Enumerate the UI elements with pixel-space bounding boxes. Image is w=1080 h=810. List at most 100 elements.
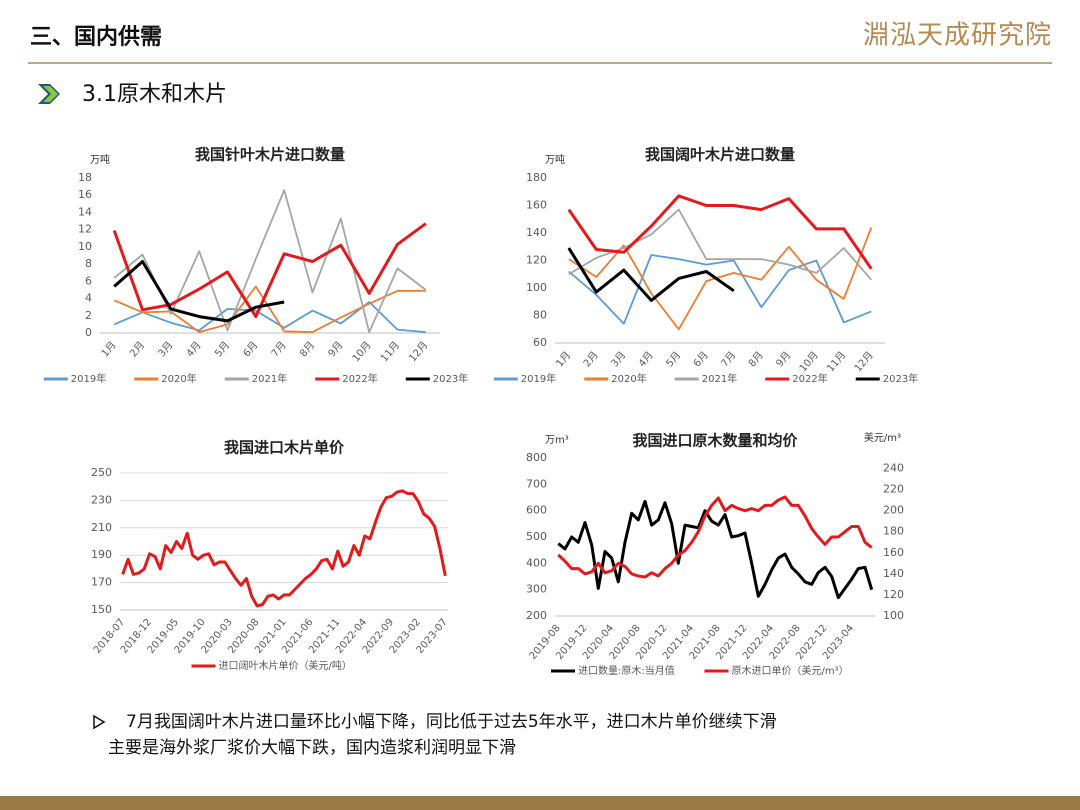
x-tick-label: 1月 xyxy=(554,349,574,369)
y-tick-label: 160 xyxy=(526,199,547,212)
y-axis-label: 万吨 xyxy=(90,153,110,166)
series-line xyxy=(121,489,447,608)
y-tick-label: 600 xyxy=(526,504,547,517)
x-tick-label: 10月 xyxy=(350,339,374,364)
y-tick-label: 150 xyxy=(91,603,112,616)
series-line xyxy=(557,499,874,600)
y-tick-label: 6 xyxy=(85,274,92,287)
legend-label: 2019年 xyxy=(71,372,106,385)
series-line xyxy=(567,194,873,270)
y-tick-label: 250 xyxy=(91,466,112,479)
y-axis-label: 万吨 xyxy=(545,153,565,166)
section-title: 3.1原木和木片 xyxy=(82,82,227,107)
legend-label: 2020年 xyxy=(611,372,646,385)
x-tick-label: 9月 xyxy=(326,339,346,359)
series-line xyxy=(113,260,285,323)
section-icon-inner xyxy=(43,86,58,102)
x-tick-label: 1月 xyxy=(99,339,119,359)
bullet xyxy=(93,714,106,730)
series-line xyxy=(113,189,427,333)
legend-label: 2019年 xyxy=(521,372,556,385)
series-line xyxy=(557,495,873,579)
series-line xyxy=(567,247,735,302)
x-tick-label: 5月 xyxy=(664,349,684,369)
y-tick-label: 18 xyxy=(78,171,92,184)
y-tick-label: 210 xyxy=(91,521,112,534)
series-line xyxy=(112,222,427,319)
y-tick-label: 80 xyxy=(533,309,547,322)
y2-tick-label: 180 xyxy=(883,525,904,538)
y-tick-label: 2 xyxy=(85,309,92,322)
y-tick-label: 0 xyxy=(85,326,92,339)
y-tick-label: 120 xyxy=(526,254,547,267)
y2-tick-label: 140 xyxy=(883,567,904,580)
x-tick-label: 5月 xyxy=(212,339,232,359)
y-tick-label: 200 xyxy=(526,609,547,622)
y2-tick-label: 200 xyxy=(883,504,904,517)
header-title: 三、国内供需 xyxy=(30,24,162,50)
y-tick-label: 16 xyxy=(78,188,92,201)
y-tick-label: 14 xyxy=(78,205,92,218)
y-tick-label: 400 xyxy=(526,556,547,569)
series-line xyxy=(113,285,426,333)
y-tick-label: 140 xyxy=(526,226,547,239)
x-tick-label: 6月 xyxy=(241,339,261,359)
chart-title: 我国进口木片单价 xyxy=(224,439,345,457)
footer-bar xyxy=(0,796,1080,810)
note-line: 主要是海外浆厂浆价大幅下跌，国内造浆利润明显下滑 xyxy=(108,738,516,758)
x-tick-label: 7月 xyxy=(719,349,739,369)
note-line: 7月我国阔叶木片进口量环比小幅下降，同比低于过去5年水平，进口木片单价继续下滑 xyxy=(126,712,777,732)
y-tick-label: 190 xyxy=(91,548,112,561)
y-tick-label: 170 xyxy=(91,576,112,589)
x-tick-label: 4月 xyxy=(636,349,656,369)
y-tick-label: 8 xyxy=(85,257,92,270)
legend-label: 2021年 xyxy=(702,372,737,385)
series-line xyxy=(568,254,872,325)
y-tick-label: 500 xyxy=(526,530,547,543)
y-tick-label: 180 xyxy=(526,171,547,184)
y-tick-label: 800 xyxy=(526,451,547,464)
y-tick-label: 300 xyxy=(526,583,547,596)
x-tick-label: 2月 xyxy=(581,349,601,369)
y-axis-label: 万m³ xyxy=(545,435,569,446)
x-tick-label: 8月 xyxy=(746,349,766,369)
x-tick-label: 3月 xyxy=(609,349,629,369)
x-tick-label: 6月 xyxy=(691,349,711,369)
x-tick-label: 9月 xyxy=(774,349,794,369)
y-tick-label: 60 xyxy=(533,336,547,349)
legend-label: 2022年 xyxy=(792,372,827,385)
x-tick-label: 2月 xyxy=(127,339,147,359)
legend-label: 2023年 xyxy=(433,372,468,385)
x-tick-label: 11月 xyxy=(378,339,402,364)
y-tick-label: 4 xyxy=(85,292,92,305)
legend-label: 2021年 xyxy=(252,372,287,385)
legend-label: 原木进口单价（美元/m³） xyxy=(732,664,849,677)
chart-title: 我国针叶木片进口数量 xyxy=(195,146,345,164)
y-tick-label: 10 xyxy=(78,240,92,253)
y2-axis-label: 美元/m³ xyxy=(864,431,901,444)
x-tick-label: 12月 xyxy=(852,349,876,374)
y2-tick-label: 100 xyxy=(883,609,904,622)
y-tick-label: 700 xyxy=(526,477,547,490)
x-tick-label: 7月 xyxy=(269,339,289,359)
x-tick-label: 11月 xyxy=(825,349,849,374)
x-tick-label: 4月 xyxy=(184,339,204,359)
y2-tick-label: 120 xyxy=(883,588,904,601)
chart-title: 我国进口原木数量和均价 xyxy=(632,432,798,450)
legend-label: 2022年 xyxy=(342,372,377,385)
x-tick-label: 12月 xyxy=(407,339,431,364)
y-tick-label: 12 xyxy=(78,223,92,236)
y-tick-label: 100 xyxy=(526,281,547,294)
y2-tick-label: 160 xyxy=(883,546,904,559)
legend-label: 2023年 xyxy=(883,372,918,385)
legend-label: 进口数量:原木:当月值 xyxy=(578,664,675,677)
chart-title: 我国阔叶木片进口数量 xyxy=(645,146,795,164)
x-tick-label: 3月 xyxy=(156,339,176,359)
logo: 淵泓天成研究院 xyxy=(863,21,1052,51)
x-tick-label: 10月 xyxy=(797,349,821,374)
y2-tick-label: 220 xyxy=(883,483,904,496)
y2-tick-label: 240 xyxy=(883,462,904,475)
series-line xyxy=(113,301,426,333)
